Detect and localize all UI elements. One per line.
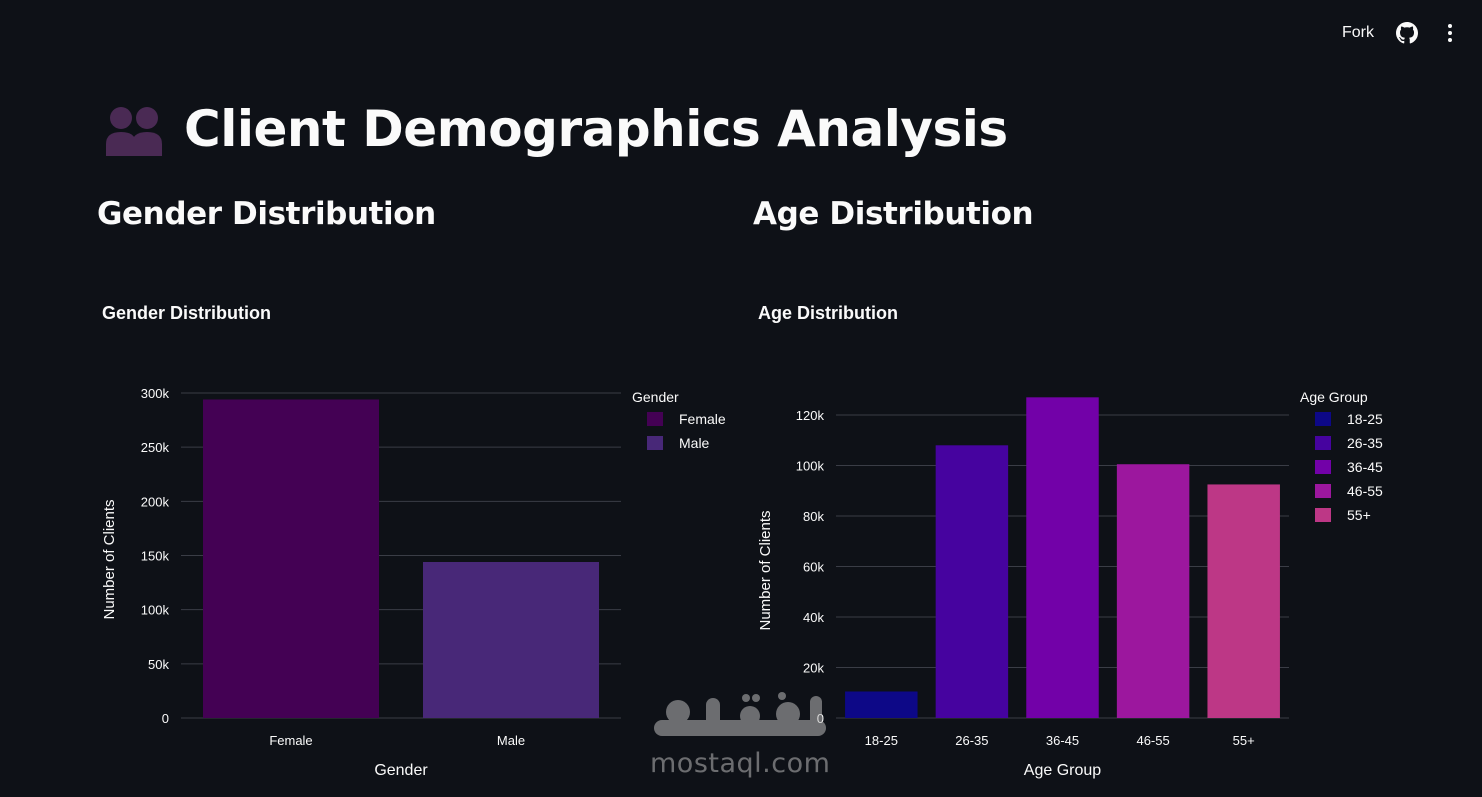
gender-chart-title: Gender Distribution (102, 303, 271, 323)
age-legend-swatch (1315, 508, 1331, 522)
gender-legend-swatch (647, 412, 663, 426)
gender-xtick-label: Female (269, 733, 312, 748)
age-legend-swatch (1315, 412, 1331, 426)
gender-ytick-label: 50k (148, 657, 169, 672)
age-distribution-chart: Age Distribution 0 20k 40k 60k 80k 100k 120k 18-… (757, 303, 1383, 779)
gender-ytick-label: 300k (141, 386, 170, 401)
age-legend-label: 18-25 (1347, 411, 1383, 427)
top-toolbar: Fork (1342, 22, 1460, 44)
age-legend-swatch (1315, 484, 1331, 498)
age-xtick-label: 46-55 (1136, 733, 1169, 748)
more-vertical-icon[interactable] (1440, 22, 1460, 44)
age-bar (935, 445, 1009, 718)
github-icon[interactable] (1396, 22, 1418, 44)
age-section-title: Age Distribution (753, 196, 1034, 232)
age-yaxis-title: Number of Clients (757, 510, 774, 630)
gender-yaxis-title: Number of Clients (101, 499, 118, 619)
age-legend-label: 55+ (1347, 507, 1371, 523)
age-xtick-label: 55+ (1233, 733, 1255, 748)
age-ytick-label: 120k (796, 408, 825, 423)
age-bar (1116, 464, 1190, 718)
age-xaxis-title: Age Group (1024, 762, 1101, 779)
gender-ytick-label: 100k (141, 603, 170, 618)
fork-button[interactable]: Fork (1342, 24, 1374, 41)
age-legend-swatch (1315, 460, 1331, 474)
gender-ytick-label: 200k (141, 494, 170, 509)
age-ytick-label: 40k (803, 610, 824, 625)
age-ytick-label: 80k (803, 509, 824, 524)
two-people-silhouette-icon (106, 107, 162, 156)
gender-section-title: Gender Distribution (97, 196, 436, 232)
age-legend-title: Age Group (1300, 389, 1368, 405)
age-ytick-label: 100k (796, 459, 825, 474)
age-legend-label: 36-45 (1347, 459, 1383, 475)
gender-ytick-label: 0 (162, 711, 169, 726)
age-bar (845, 691, 918, 718)
gender-ytick-label: 150k (141, 549, 170, 564)
gender-legend-title: Gender (632, 389, 679, 405)
page-title-text: Client Demographics Analysis (184, 100, 1008, 158)
gender-xaxis-title: Gender (374, 762, 428, 779)
gender-legend-swatch (647, 436, 663, 450)
age-bar (1207, 484, 1280, 718)
age-ytick-label: 0 (817, 711, 824, 726)
age-legend-label: 26-35 (1347, 435, 1383, 451)
gender-ytick-label: 250k (141, 440, 170, 455)
age-bar (1026, 397, 1099, 718)
gender-legend-label: Male (679, 435, 710, 451)
age-ytick-label: 20k (803, 661, 824, 676)
gender-bar (203, 399, 379, 718)
gender-bar (423, 562, 599, 718)
gender-xtick-label: Male (497, 733, 525, 748)
age-legend-label: 46-55 (1347, 483, 1383, 499)
age-xtick-label: 26-35 (955, 733, 988, 748)
age-legend-swatch (1315, 436, 1331, 450)
age-chart-title: Age Distribution (758, 303, 898, 323)
age-xtick-label: 18-25 (865, 733, 898, 748)
age-xtick-label: 36-45 (1046, 733, 1079, 748)
gender-legend-label: Female (679, 411, 726, 427)
gender-distribution-chart: Gender Distribution 0 50k 100k 150k 200k 250k 3… (101, 303, 726, 779)
age-ytick-label: 60k (803, 560, 824, 575)
page-title: Client Demographics Analysis (104, 100, 1008, 158)
